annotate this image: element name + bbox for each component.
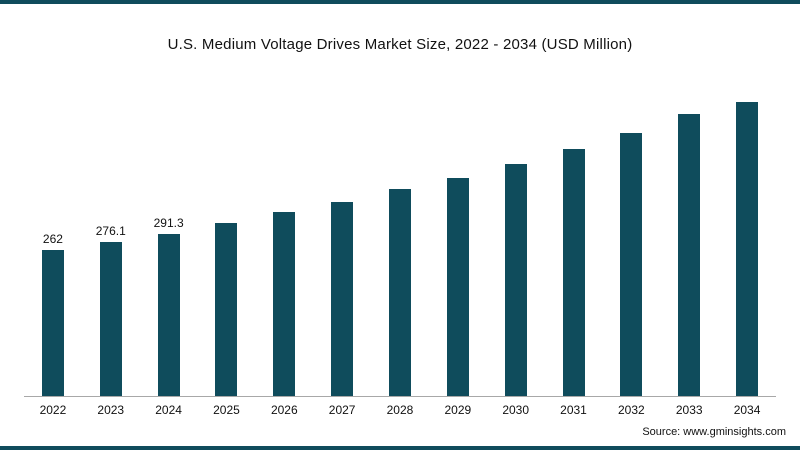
bar-column-2030 — [487, 84, 544, 396]
bar-2026 — [273, 212, 296, 396]
bar-value-label-2024: 291.3 — [153, 215, 184, 230]
x-tick-label-2024: 2024 — [155, 403, 182, 417]
bar-column-2022: 262 — [24, 84, 81, 396]
bar-column-2028 — [371, 84, 428, 396]
x-tick-label-2028: 2028 — [386, 403, 414, 417]
bar-2028 — [388, 189, 411, 396]
bar-column-2032 — [603, 84, 660, 396]
bar-column-2023: 276.1 — [82, 84, 139, 396]
bar-column-2026 — [256, 84, 313, 396]
source-text: Source: www.gminsights.com — [642, 426, 786, 438]
x-tick-label-2032: 2032 — [618, 403, 645, 417]
bar-2030 — [504, 163, 527, 396]
x-tick-label-2029: 2029 — [444, 403, 472, 417]
bar-2032 — [620, 133, 643, 396]
x-tick-label-2034: 2034 — [733, 403, 761, 417]
x-tick-label-2026: 2026 — [270, 403, 298, 417]
bar-value-label-2022: 262 — [42, 232, 63, 247]
bar-column-2029 — [429, 84, 486, 396]
x-tick-label-2033: 2033 — [675, 403, 703, 417]
x-tick-label-2027: 2027 — [328, 403, 356, 417]
x-tick-label-2025: 2025 — [213, 403, 240, 417]
bar-column-2031 — [545, 84, 602, 396]
x-axis-ticks: 2022 2023 2024 2025 2026 2027 2028 2029 2030 2031… — [24, 403, 776, 417]
bar-2033 — [678, 113, 701, 396]
bar-2031 — [562, 149, 585, 396]
x-tick-label-2022: 2022 — [39, 403, 67, 417]
bar-column-2027 — [314, 84, 371, 396]
bar-2034 — [736, 102, 759, 396]
bar-2024 — [157, 233, 180, 396]
bar-2025 — [215, 223, 238, 396]
x-tick-label-2023: 2023 — [97, 403, 125, 417]
x-tick-label-2030: 2030 — [502, 403, 530, 417]
bar-2022 — [41, 250, 64, 396]
x-tick-label-2031: 2031 — [560, 403, 587, 417]
bar-value-label-2023: 276.1 — [95, 224, 126, 239]
bar-2023 — [99, 242, 122, 396]
bar-2029 — [446, 178, 469, 396]
plot-area: 262 276.1 291.3 — [24, 84, 776, 397]
bar-2027 — [331, 201, 354, 396]
bar-column-2024: 291.3 — [140, 84, 197, 396]
bar-column-2033 — [661, 84, 718, 396]
bar-column-2034 — [719, 84, 776, 396]
chart-title: U.S. Medium Voltage Drives Market Size, … — [167, 36, 633, 53]
bar-column-2025 — [198, 84, 255, 396]
